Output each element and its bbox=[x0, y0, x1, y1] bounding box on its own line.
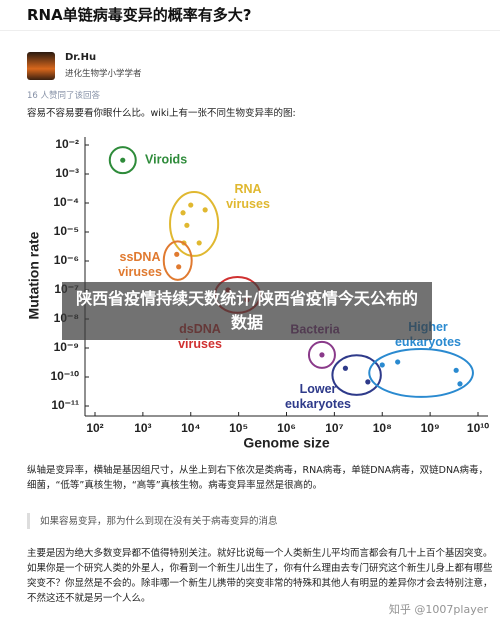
point bbox=[174, 251, 180, 257]
vote-count[interactable]: 16 人赞同了该回答 bbox=[27, 91, 101, 101]
label-line: ssDNA bbox=[120, 250, 161, 264]
quote: 如果容易变异，那为什么到现在没有关于病毒变异的消息 bbox=[40, 516, 278, 527]
group-label: Lower eukaryotes bbox=[285, 382, 351, 411]
overlay-banner bbox=[62, 282, 432, 340]
group-label: ssDNA viruses bbox=[118, 250, 162, 279]
author-name[interactable]: Dr.Hu bbox=[65, 52, 97, 63]
label-line: viruses bbox=[226, 197, 270, 211]
point bbox=[379, 362, 385, 368]
x-tick-label: 10⁷ bbox=[325, 421, 343, 435]
y-tick-label: 10⁻⁹ bbox=[54, 340, 79, 354]
intro-text: 容易不容易要看你眼什么比。wiki上有一张不同生物变异率的图: bbox=[27, 108, 296, 119]
point bbox=[457, 381, 463, 387]
y-tick-label: 10⁻² bbox=[55, 137, 79, 151]
group-ellipse bbox=[331, 354, 382, 396]
point bbox=[202, 207, 208, 213]
group-label: Viroids bbox=[145, 152, 187, 166]
group-ellipse bbox=[169, 191, 220, 257]
label-line: Lower bbox=[300, 382, 337, 396]
y-tick-label: 10⁻³ bbox=[55, 166, 79, 180]
point bbox=[395, 359, 401, 365]
y-tick-label: 10⁻⁵ bbox=[54, 224, 79, 238]
group-ellipse bbox=[162, 240, 193, 281]
x-tick-label: 10⁴ bbox=[181, 421, 200, 435]
label-line: viruses bbox=[118, 265, 162, 279]
x-tick-label: 10⁵ bbox=[229, 421, 248, 435]
avatar[interactable] bbox=[27, 52, 55, 80]
x-tick-label: 10³ bbox=[134, 421, 151, 435]
author-bio: 进化生物学小学学者 bbox=[65, 69, 142, 79]
x-tick-label: 10⁸ bbox=[373, 421, 392, 435]
y-tick-label: 10⁻¹⁰ bbox=[51, 369, 80, 383]
question-title[interactable]: RNA单链病毒变异的概率有多大? bbox=[27, 6, 252, 24]
group-ellipse bbox=[307, 340, 336, 369]
x-tick-label: 10² bbox=[86, 421, 103, 435]
x-tick-label: 10¹⁰ bbox=[467, 421, 489, 435]
point bbox=[176, 264, 182, 270]
y-tick-label: 10⁻⁴ bbox=[53, 195, 79, 209]
y-tick-label: 10⁻¹¹ bbox=[51, 398, 79, 412]
group-ellipse bbox=[108, 146, 137, 175]
x-tick-label: 10⁶ bbox=[277, 421, 296, 435]
group-label: RNA viruses bbox=[226, 182, 270, 211]
label-line: RNA bbox=[234, 182, 261, 196]
divider bbox=[0, 30, 500, 31]
x-axis-label: Genome size bbox=[243, 435, 330, 451]
y-axis-label: Mutation rate bbox=[26, 231, 42, 319]
caption: 纵轴是变异率，横轴是基因组尺寸，从坐上到右下依次是类病毒，RNA病毒，单链DNA… bbox=[27, 465, 489, 491]
point bbox=[120, 157, 126, 163]
point bbox=[184, 222, 190, 228]
group-ellipse bbox=[368, 347, 474, 398]
point bbox=[180, 210, 186, 216]
point bbox=[188, 202, 194, 208]
point bbox=[342, 365, 349, 371]
label-line: eukaryotes bbox=[285, 397, 351, 411]
point bbox=[453, 367, 459, 373]
watermark: 知乎 @1007player bbox=[388, 603, 488, 616]
point bbox=[365, 379, 371, 385]
quote-bar bbox=[27, 513, 30, 529]
y-tick-label: 10⁻⁶ bbox=[54, 253, 79, 267]
label-line: viruses bbox=[178, 337, 222, 351]
point bbox=[319, 352, 325, 358]
point bbox=[196, 240, 202, 246]
x-tick-label: 10⁹ bbox=[421, 421, 440, 435]
body-text: 主要是因为绝大多数变异都不值得特别关注。就好比说每一个人类新生儿平均而言都会有几… bbox=[27, 548, 493, 604]
overlay-headline: 陕西省疫情持续天数统计/陕西省疫情今天公布的数据 bbox=[76, 289, 418, 332]
